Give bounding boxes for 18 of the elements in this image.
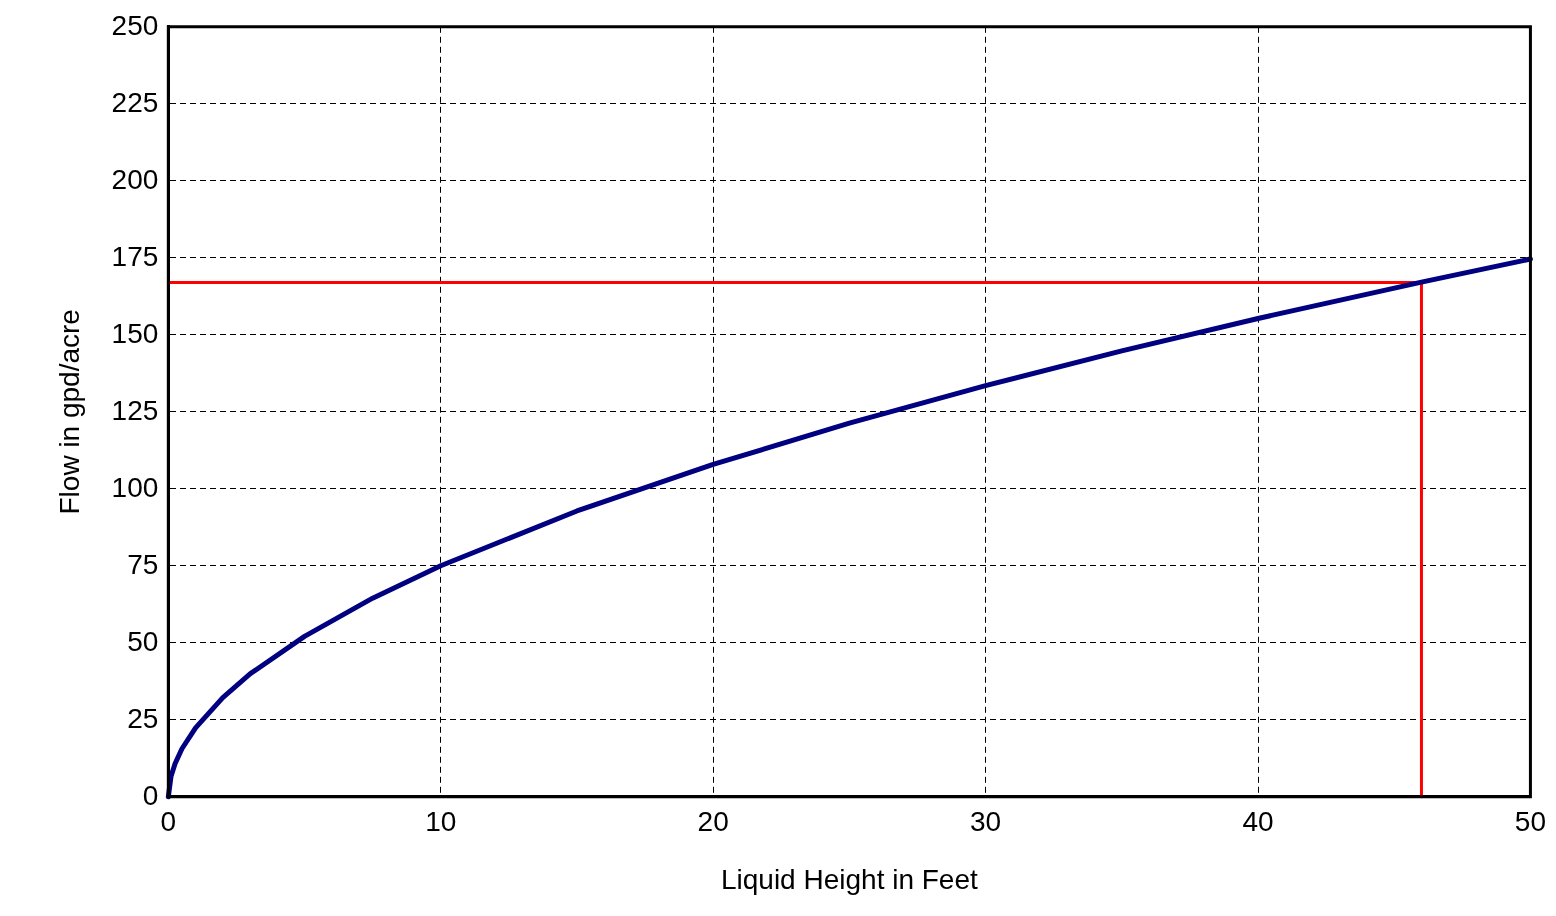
y-tick-label: 50 (127, 625, 159, 657)
y-tick-label: 100 (111, 471, 159, 503)
y-tick-label: 225 (111, 86, 159, 118)
x-axis-title: Liquid Height in Feet (720, 863, 979, 895)
y-tick-label: 75 (127, 548, 159, 580)
y-tick-label: 25 (127, 702, 159, 734)
x-tick-label: 50 (1514, 806, 1547, 838)
y-tick-label: 175 (111, 240, 159, 272)
x-tick-label: 30 (970, 806, 1002, 838)
y-axis-title: Flow in gpd/acre (53, 309, 85, 515)
y-tick-label: 125 (111, 394, 159, 426)
y-tick-label: 200 (111, 163, 159, 195)
y-tick-label: 250 (111, 9, 159, 41)
y-tick-label: 0 (142, 779, 159, 811)
x-tick-label: 10 (425, 806, 457, 838)
y-tick-label: 150 (111, 317, 159, 349)
x-tick-label: 20 (697, 806, 729, 838)
x-tick-label: 40 (1242, 806, 1274, 838)
